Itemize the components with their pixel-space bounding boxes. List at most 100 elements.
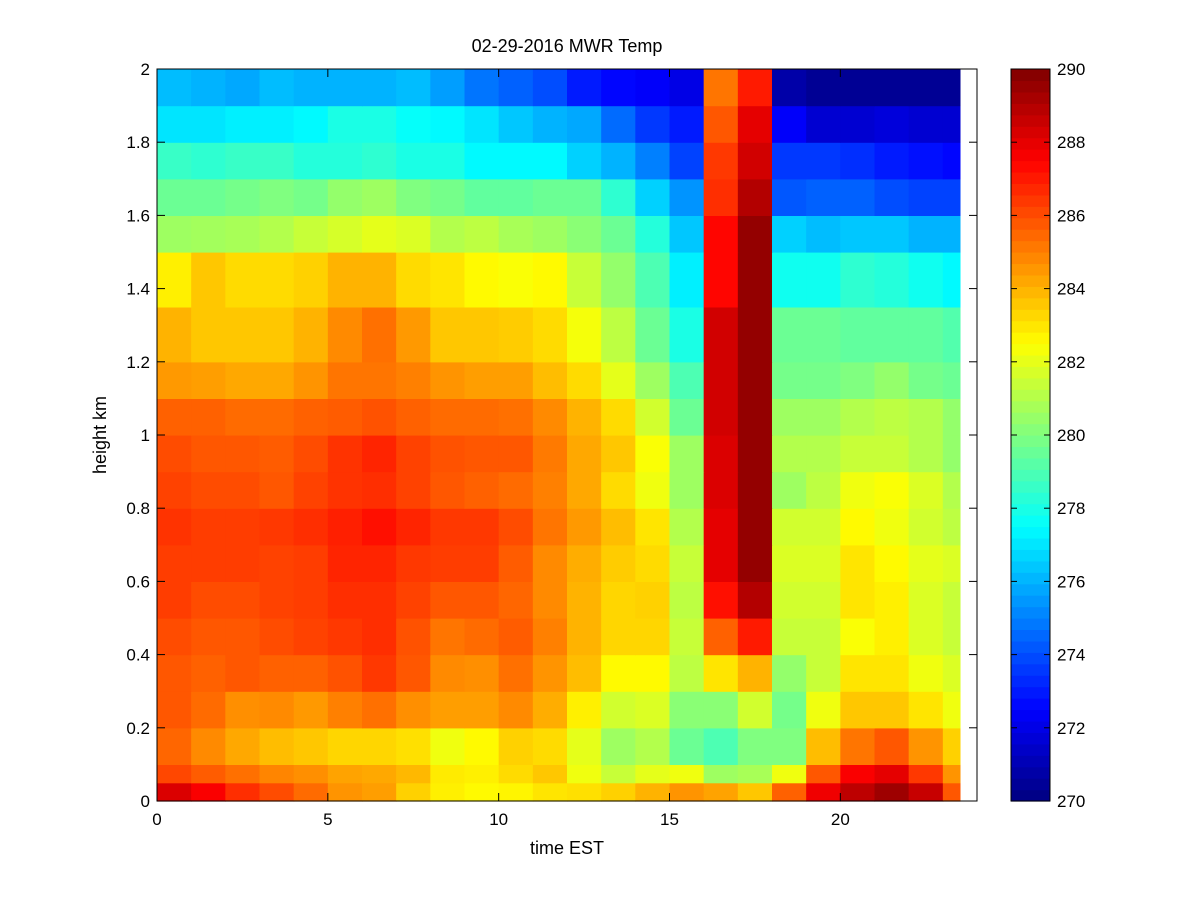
heatmap-cell bbox=[942, 69, 961, 107]
heatmap-cell bbox=[430, 178, 466, 216]
heatmap-cell bbox=[498, 361, 534, 399]
heatmap-cell bbox=[601, 361, 636, 399]
heatmap-cell bbox=[464, 782, 500, 802]
heatmap-cell bbox=[396, 361, 431, 399]
colorbar-swatch bbox=[1011, 91, 1050, 104]
heatmap-cell bbox=[840, 215, 876, 253]
heatmap-cell bbox=[362, 69, 397, 107]
heatmap-cell bbox=[157, 782, 192, 802]
heatmap-cell bbox=[703, 215, 739, 253]
heatmap-cell bbox=[293, 361, 329, 399]
heatmap-cell bbox=[772, 361, 807, 399]
heatmap-cell bbox=[737, 654, 773, 692]
heatmap-cell bbox=[840, 398, 876, 436]
heatmap-cell bbox=[635, 508, 671, 546]
heatmap-cell bbox=[703, 69, 739, 107]
heatmap-cell bbox=[772, 691, 807, 729]
colorbar-swatch bbox=[1011, 446, 1050, 459]
heatmap-cell bbox=[464, 435, 500, 473]
heatmap-cell bbox=[293, 252, 329, 308]
heatmap-cell bbox=[327, 142, 363, 180]
heatmap-cell bbox=[362, 306, 397, 363]
heatmap-cell bbox=[293, 435, 329, 473]
heatmap-cell bbox=[567, 727, 602, 765]
heatmap-cell bbox=[635, 764, 671, 784]
heatmap-cell bbox=[703, 581, 739, 619]
heatmap-cell bbox=[772, 215, 807, 253]
heatmap-cell bbox=[396, 691, 431, 729]
heatmap-cell bbox=[772, 727, 807, 765]
heatmap-cell bbox=[225, 178, 261, 216]
heatmap-cell bbox=[908, 252, 944, 308]
heatmap-cell bbox=[635, 727, 671, 765]
heatmap-cell bbox=[567, 178, 602, 216]
heatmap-cell bbox=[669, 398, 705, 436]
colorbar-swatch bbox=[1011, 103, 1050, 116]
colorbar-swatch bbox=[1011, 663, 1050, 676]
colorbar-swatch bbox=[1011, 492, 1050, 505]
colorbar-swatch bbox=[1011, 229, 1050, 242]
heatmap-cell bbox=[498, 471, 534, 509]
heatmap-cell bbox=[498, 69, 534, 107]
heatmap-cell bbox=[635, 398, 671, 436]
heatmap-cell bbox=[362, 691, 397, 729]
heatmap-cell bbox=[498, 178, 534, 216]
colorbar-swatch bbox=[1011, 709, 1050, 722]
heatmap-cell bbox=[430, 471, 466, 509]
heatmap-cell bbox=[567, 142, 602, 180]
heatmap-cell bbox=[669, 764, 705, 784]
heatmap-cell bbox=[874, 471, 910, 509]
heatmap-cell bbox=[430, 252, 466, 308]
heatmap-cell bbox=[601, 727, 636, 765]
heatmap-cell bbox=[157, 252, 192, 308]
heatmap-cell bbox=[567, 581, 602, 619]
heatmap-cell bbox=[567, 471, 602, 509]
heatmap-cell bbox=[498, 215, 534, 253]
heatmap-cell bbox=[772, 471, 807, 509]
colorbar-swatch bbox=[1011, 286, 1050, 299]
heatmap-cell bbox=[601, 306, 636, 363]
heatmap-cell bbox=[840, 178, 876, 216]
heatmap-cell bbox=[737, 435, 773, 473]
heatmap-cell bbox=[567, 69, 602, 107]
heatmap-cell bbox=[635, 654, 671, 692]
heatmap-cell bbox=[874, 105, 910, 143]
heatmap-cell bbox=[293, 727, 329, 765]
colorbar-swatch bbox=[1011, 640, 1050, 653]
heatmap-cell bbox=[737, 581, 773, 619]
heatmap-cell bbox=[567, 654, 602, 692]
heatmap-cell bbox=[225, 471, 261, 509]
heatmap-cell bbox=[703, 142, 739, 180]
heatmap-cell bbox=[327, 782, 363, 802]
colorbar-swatch bbox=[1011, 732, 1050, 745]
heatmap-cell bbox=[703, 361, 739, 399]
heatmap-cell bbox=[806, 215, 841, 253]
heatmap-cell bbox=[532, 435, 568, 473]
heatmap-cell bbox=[840, 508, 876, 546]
heatmap-cell bbox=[532, 581, 568, 619]
heatmap-cell bbox=[225, 727, 261, 765]
heatmap-cell bbox=[908, 782, 944, 802]
heatmap-cell bbox=[191, 306, 226, 363]
heatmap-cell bbox=[635, 435, 671, 473]
x-axis: 0 5 10 15 20 bbox=[152, 69, 850, 829]
heatmap-cell bbox=[532, 782, 568, 802]
heatmap-cell bbox=[737, 142, 773, 180]
heatmap-cell bbox=[635, 581, 671, 619]
heatmap-cell bbox=[772, 618, 807, 656]
heatmap-cell bbox=[908, 508, 944, 546]
colorbar-swatch bbox=[1011, 789, 1050, 802]
colorbar-swatch bbox=[1011, 377, 1050, 390]
heatmap-cell bbox=[157, 727, 192, 765]
heatmap-cell bbox=[737, 471, 773, 509]
heatmap-cell bbox=[464, 471, 500, 509]
heatmap-cell bbox=[840, 691, 876, 729]
heatmap-cell bbox=[362, 361, 397, 399]
y-tick-label: 2 bbox=[141, 60, 150, 79]
heatmap-cell bbox=[703, 691, 739, 729]
heatmap-cell bbox=[327, 618, 363, 656]
heatmap-cell bbox=[157, 764, 192, 784]
heatmap-cell bbox=[293, 691, 329, 729]
x-tick-label: 0 bbox=[152, 810, 161, 829]
heatmap-cell bbox=[327, 764, 363, 784]
